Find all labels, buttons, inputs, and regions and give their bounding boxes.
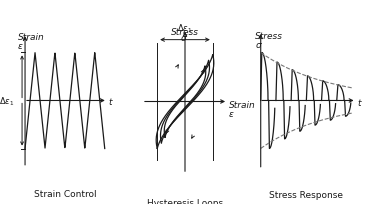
- Text: $\Delta\varepsilon_1$: $\Delta\varepsilon_1$: [0, 95, 14, 107]
- Text: Strain: Strain: [18, 33, 45, 42]
- Text: t: t: [108, 97, 112, 106]
- Text: Stress: Stress: [171, 27, 199, 36]
- Text: Stress Response: Stress Response: [269, 190, 343, 199]
- Text: Strain Control: Strain Control: [34, 190, 96, 198]
- Text: Strain: Strain: [229, 101, 256, 110]
- Text: $\Delta\varepsilon_1$: $\Delta\varepsilon_1$: [177, 22, 193, 34]
- Text: ε: ε: [229, 110, 234, 119]
- Text: σ: σ: [181, 33, 186, 42]
- Text: Hysteresis Loops: Hysteresis Loops: [147, 198, 223, 204]
- Text: σ: σ: [255, 40, 261, 49]
- Text: Stress: Stress: [255, 32, 283, 41]
- Text: ε: ε: [18, 41, 23, 50]
- Text: t: t: [357, 98, 361, 107]
